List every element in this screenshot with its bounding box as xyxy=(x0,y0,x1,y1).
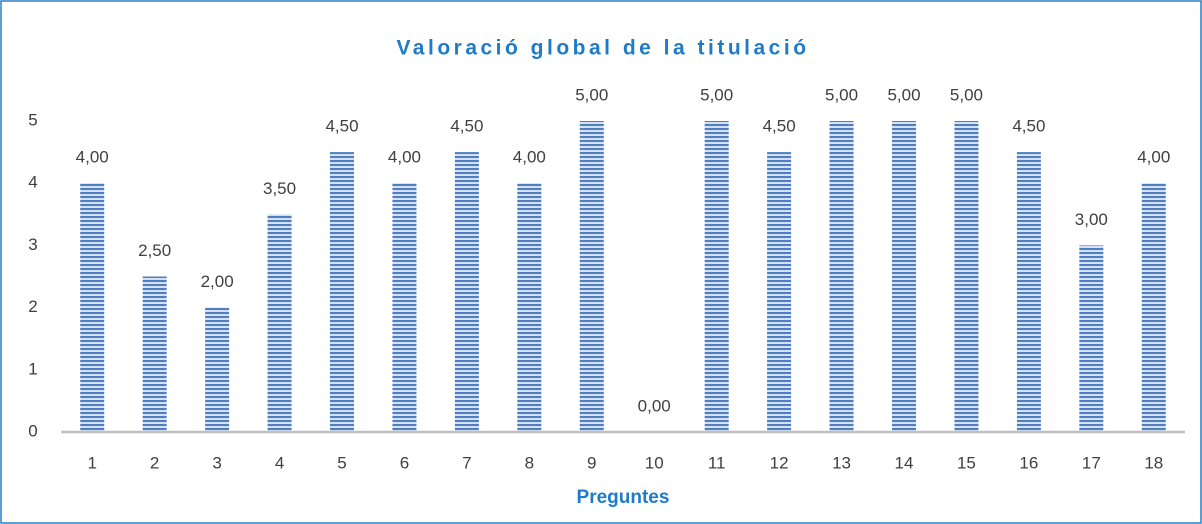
value-label: 5,00 xyxy=(575,85,608,104)
y-tick-label: 5 xyxy=(28,110,37,129)
value-label: 4,00 xyxy=(1137,148,1170,167)
x-tick-label: 18 xyxy=(1144,453,1163,472)
x-tick-label: 16 xyxy=(1019,453,1038,472)
bar xyxy=(767,152,792,432)
value-label: 4,50 xyxy=(325,117,358,136)
y-tick-label: 3 xyxy=(28,235,37,254)
x-tick-label: 3 xyxy=(212,453,221,472)
x-tick-label: 4 xyxy=(275,453,284,472)
bar xyxy=(517,183,542,432)
bar xyxy=(892,121,916,432)
y-tick-label: 2 xyxy=(28,297,37,316)
value-label: 4,00 xyxy=(76,148,109,167)
x-tick-label: 14 xyxy=(895,453,914,472)
chart-title: Valoració global de la titulació xyxy=(396,37,809,60)
value-label: 2,00 xyxy=(201,272,234,291)
x-tick-label: 13 xyxy=(832,453,851,472)
bar xyxy=(1016,152,1041,432)
bar xyxy=(579,121,604,432)
value-label: 3,00 xyxy=(1075,210,1108,229)
bar xyxy=(330,152,354,432)
bar xyxy=(80,183,105,432)
bar xyxy=(454,152,479,432)
x-tick-label: 12 xyxy=(770,453,789,472)
x-axis-title: Preguntes xyxy=(577,487,670,508)
y-tick-label: 1 xyxy=(28,359,37,378)
value-label: 4,50 xyxy=(1012,117,1045,136)
x-tick-label: 17 xyxy=(1082,453,1101,472)
value-label: 4,00 xyxy=(388,148,421,167)
value-label: 4,50 xyxy=(450,117,483,136)
bar xyxy=(1079,245,1104,432)
x-tick-label: 15 xyxy=(957,453,976,472)
bar xyxy=(142,276,167,432)
y-tick-label: 0 xyxy=(28,421,37,440)
x-tick-label: 7 xyxy=(462,453,471,472)
value-label: 5,00 xyxy=(950,85,983,104)
value-label: 4,50 xyxy=(763,117,796,136)
value-label: 5,00 xyxy=(700,85,733,104)
x-tick-label: 10 xyxy=(645,453,664,472)
bar xyxy=(1141,183,1166,432)
x-tick-label: 1 xyxy=(87,453,96,472)
bar xyxy=(205,307,230,432)
value-label: 3,50 xyxy=(263,179,296,198)
x-tick-label: 11 xyxy=(708,453,726,472)
bar xyxy=(267,214,292,432)
x-tick-label: 5 xyxy=(337,453,346,472)
bar xyxy=(954,121,979,432)
value-label: 4,00 xyxy=(513,148,546,167)
value-label: 2,50 xyxy=(138,241,171,260)
bar xyxy=(829,121,854,432)
value-label: 5,00 xyxy=(887,85,920,104)
y-tick-label: 4 xyxy=(28,173,37,192)
x-tick-label: 9 xyxy=(587,453,596,472)
value-label: 5,00 xyxy=(825,85,858,104)
value-label: 0,00 xyxy=(638,396,671,415)
bar xyxy=(704,121,729,432)
x-tick-label: 6 xyxy=(400,453,409,472)
x-tick-label: 2 xyxy=(150,453,159,472)
x-tick-label: 8 xyxy=(525,453,534,472)
bar xyxy=(392,183,417,432)
